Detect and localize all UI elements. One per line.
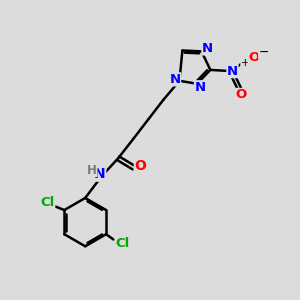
Text: O: O <box>134 159 146 173</box>
Text: Cl: Cl <box>40 196 55 209</box>
Text: N: N <box>94 167 106 181</box>
Text: N: N <box>202 42 213 55</box>
Text: Cl: Cl <box>115 237 130 250</box>
Text: H: H <box>87 164 97 176</box>
Text: −: − <box>259 46 269 59</box>
Text: +: + <box>241 58 249 68</box>
Text: N: N <box>169 73 181 86</box>
Text: O: O <box>248 51 260 64</box>
Text: N: N <box>227 64 238 78</box>
Text: O: O <box>236 88 247 101</box>
Text: N: N <box>194 81 206 94</box>
